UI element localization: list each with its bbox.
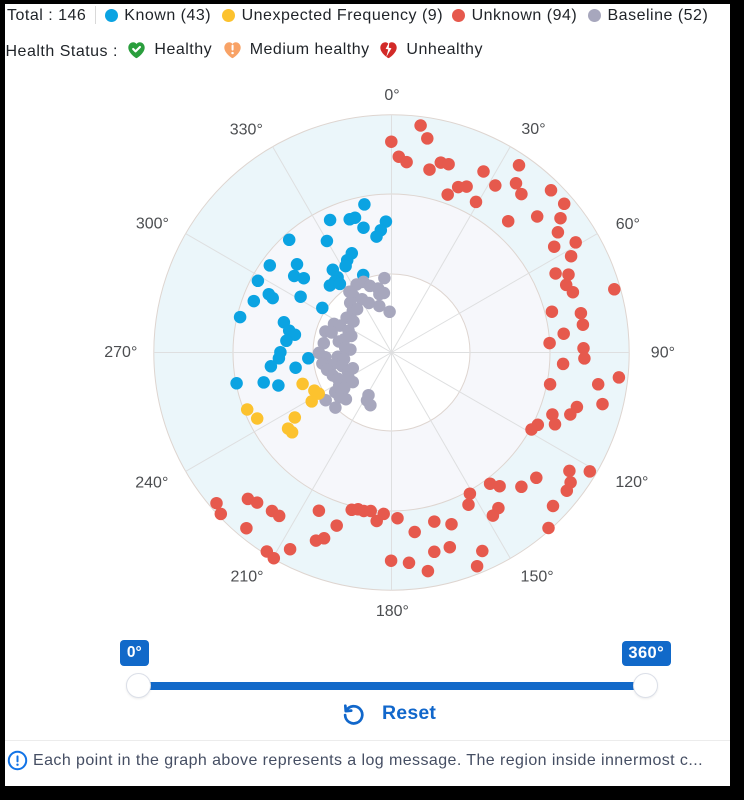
svg-text:240°: 240°: [135, 474, 168, 491]
svg-text:300°: 300°: [136, 216, 169, 233]
svg-text:150°: 150°: [521, 568, 554, 585]
svg-text:120°: 120°: [615, 474, 648, 491]
svg-text:30°: 30°: [521, 121, 545, 138]
svg-text:210°: 210°: [230, 569, 263, 586]
svg-text:330°: 330°: [230, 122, 263, 139]
svg-text:180°: 180°: [376, 603, 409, 620]
svg-text:0°: 0°: [384, 87, 399, 104]
svg-text:270°: 270°: [104, 344, 137, 361]
svg-text:90°: 90°: [651, 345, 675, 362]
svg-text:60°: 60°: [616, 216, 640, 233]
